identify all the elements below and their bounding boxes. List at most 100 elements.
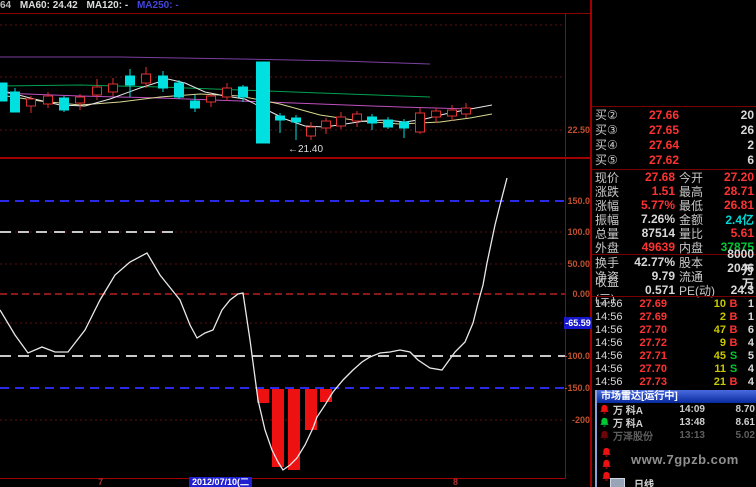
candle [431, 110, 441, 118]
stat-value: 26.81 [723, 198, 754, 212]
indicator-axis-label: 50.00 [567, 259, 590, 269]
bid-label: 买⑤ [595, 153, 618, 167]
stat-label: 换手 [595, 255, 620, 270]
ma-prefix-value: 64 [0, 0, 12, 11]
stat-label: 金额 [679, 212, 704, 227]
alert-bell-icon [602, 471, 611, 481]
radar-title-bar[interactable]: 市场雷达[运行中] [597, 390, 756, 403]
tick-time: 14:56 [595, 297, 623, 310]
indicator-bar [305, 389, 317, 430]
radar-alert-bell[interactable] [601, 445, 615, 463]
candle [59, 97, 69, 111]
low-price-annotation: ←21.40 [288, 144, 323, 155]
stat-value: 0.571 [644, 283, 675, 297]
bid-label: 买④ [595, 138, 618, 152]
period-daily-button[interactable]: 日线 [634, 480, 654, 487]
candle [222, 87, 232, 98]
price-axis-label: 22.50 [567, 125, 590, 135]
candle [321, 120, 331, 129]
tick-row: 14:56 27.69 10 B 1 [592, 297, 756, 310]
alert-stock-name: 万 科A [613, 406, 643, 417]
indicator-bar [257, 389, 269, 403]
x-axis-tick-right: 8 [453, 477, 459, 487]
tick-time: 14:56 [595, 336, 623, 349]
market-radar-window: 市场雷达[运行中] 万 科A 14:09 8.70 万 科A 13:48 8.61 万泽股份… [595, 390, 756, 487]
candle [158, 75, 168, 89]
candle [125, 75, 135, 86]
tick-price: 27.69 [639, 297, 667, 310]
ma60-value: MA60: 24.42 [19, 0, 78, 11]
radar-alert-bell[interactable] [601, 469, 615, 487]
tick-row: 14:56 27.70 47 B 6 [592, 323, 756, 336]
radar-alert-row[interactable]: 万 科A 13:48 8.61 [597, 416, 756, 430]
indicator-axis-label: 150.0 [567, 196, 590, 206]
tick-count: 1 [747, 297, 754, 310]
tick-price: 27.73 [639, 375, 667, 388]
radar-alert-list: 万 科A 14:09 8.70 万 科A 13:48 8.61 万泽股份 13:13 5.02 [597, 403, 756, 443]
tick-volume: 10 [713, 297, 726, 310]
stat-label: 振幅 [595, 212, 620, 227]
bid-label: 买② [595, 108, 618, 122]
alert-bell-icon [602, 459, 611, 469]
stat-row: 振幅 7.26% 金额 2.4亿 [592, 212, 756, 227]
bottom-axis-line [0, 478, 565, 479]
stat-label: 涨幅 [595, 198, 620, 213]
indicator-axis-label: -100.0 [564, 351, 590, 361]
bid-row: 买⑤ 27.62 6 [592, 152, 756, 168]
indicator-axis-label: -200 [571, 415, 590, 425]
tick-price: 27.69 [639, 310, 667, 323]
quote-panel-border-line [590, 0, 592, 487]
tick-volume: 21 [713, 375, 726, 388]
bid-volume: 20 [740, 107, 754, 122]
chart-tool-icon[interactable] [610, 478, 625, 487]
stat-label: 最低 [679, 198, 704, 213]
stat-value: 49639 [641, 240, 675, 254]
alert-bell-icon [600, 430, 609, 440]
candle [275, 115, 285, 121]
x-axis-tick-left: 7 [98, 477, 104, 487]
stat-value: 1.51 [651, 184, 675, 198]
candle [92, 86, 102, 96]
stat-label: 股本 [679, 255, 704, 270]
stat-label: 内盘 [679, 240, 704, 255]
candle [399, 121, 409, 129]
stat-label: 今开 [679, 170, 704, 185]
ma250-value: MA250: - [136, 0, 179, 11]
candle [367, 116, 377, 124]
radar-alert-row[interactable]: 万泽股份 13:13 5.02 [597, 429, 756, 443]
bid-volume: 26 [740, 122, 754, 137]
indicator-curve [0, 177, 508, 471]
stat-value: 2046万 [727, 260, 754, 291]
stat-value: 2.4亿 [725, 212, 754, 227]
stat-value: 24.3 [730, 283, 754, 297]
tick-volume: 45 [713, 349, 726, 362]
stat-value: 27.68 [644, 170, 675, 184]
indicator-bar [272, 389, 284, 467]
stat-row: 总量 87514 量比 5.61 [592, 226, 756, 241]
tick-price: 27.72 [639, 336, 667, 349]
radar-alert-bell[interactable] [601, 457, 615, 475]
candle [108, 83, 118, 93]
tick-count: 4 [747, 336, 754, 349]
tick-count: 1 [747, 310, 754, 323]
tick-time: 14:56 [595, 310, 623, 323]
tick-row: 14:56 27.71 45 S 5 [592, 349, 756, 362]
ma-green [0, 84, 431, 98]
indicator-value-badge: -65.59 [564, 317, 592, 329]
tick-side: B [729, 310, 738, 323]
alert-stock-name: 万 科A [613, 419, 643, 430]
stat-value: 9.79 [651, 269, 675, 283]
radar-alert-row[interactable]: 万 科A 14:09 8.70 [597, 403, 756, 417]
stat-row: 换手 42.77% 股本 8000万 [592, 247, 756, 277]
stat-label: 涨跌 [595, 184, 620, 199]
candle [43, 95, 53, 105]
stat-value: 37875 [720, 240, 754, 254]
stat-label: 净资 [595, 269, 620, 284]
tick-side: B [729, 297, 738, 310]
tick-price: 27.70 [639, 362, 667, 375]
stat-label: 量比 [679, 226, 704, 241]
indicator-bar [288, 389, 300, 470]
alert-time: 13:13 [679, 430, 705, 441]
indicator-axis-label: 100.0 [567, 227, 590, 237]
stat-label: 收益(三) [595, 275, 620, 306]
